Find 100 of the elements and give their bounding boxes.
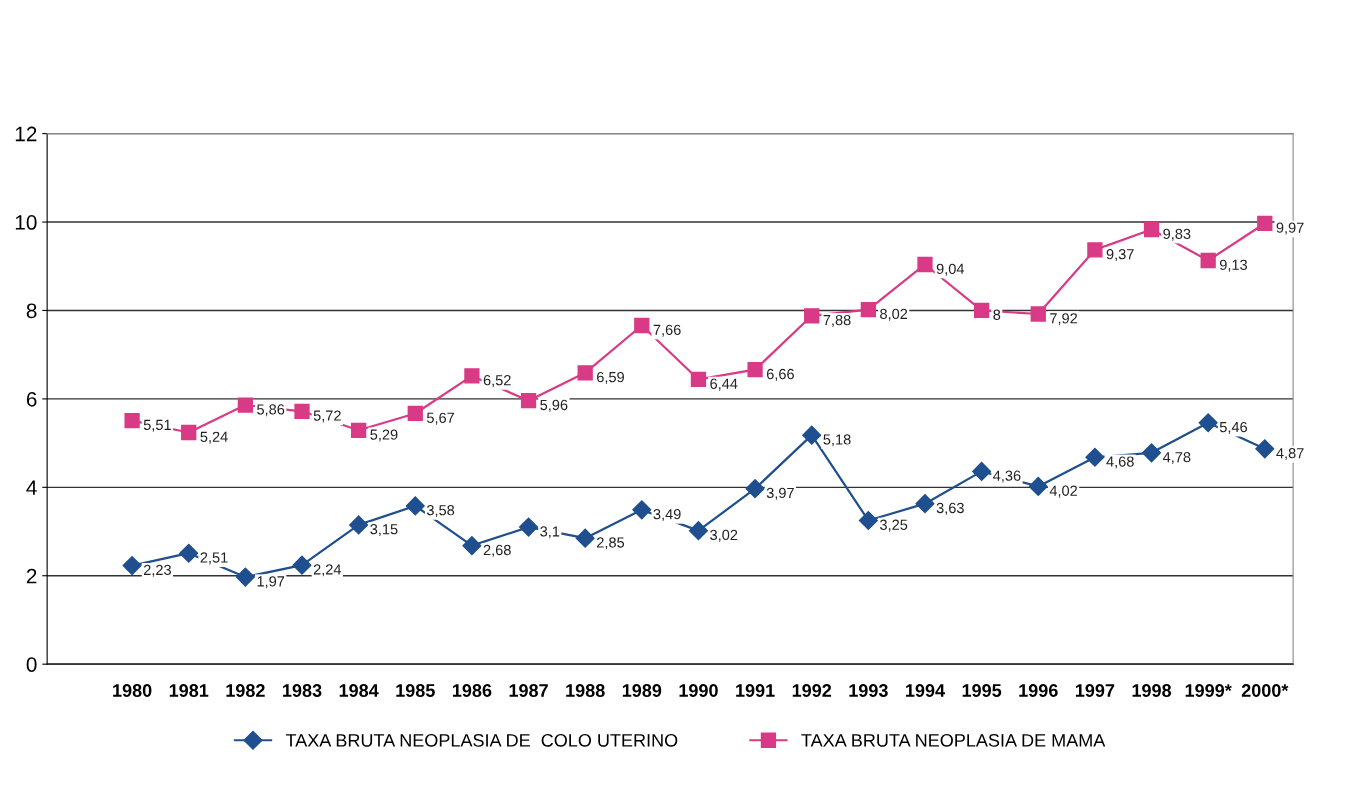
- point: [860, 301, 876, 318]
- point: [350, 422, 367, 438]
- point: [915, 494, 935, 514]
- x-tick-label: 1983: [283, 684, 322, 697]
- data-label: 2,85: [597, 537, 625, 550]
- point: [464, 368, 480, 384]
- x-tick-label: 1980: [113, 684, 152, 697]
- data-label: 2,24: [313, 564, 342, 577]
- point: [1030, 306, 1046, 322]
- data-label: 4,87: [1276, 448, 1304, 461]
- data-label: 5,29: [370, 429, 398, 442]
- point: [973, 302, 990, 319]
- x-tick-label: 1988: [566, 684, 605, 697]
- data-label: 6,59: [597, 371, 624, 384]
- point: [181, 424, 197, 441]
- x-tick-label: 1996: [1019, 684, 1058, 697]
- data-label: 9,37: [1106, 249, 1134, 262]
- data-label: 7,88: [823, 314, 851, 327]
- point: [745, 479, 765, 499]
- point: [1257, 215, 1273, 232]
- x-tick-label: 1993: [849, 684, 888, 697]
- data-label: 5,96: [540, 399, 568, 412]
- data-label: 7,92: [1050, 313, 1078, 326]
- data-label: 3,97: [766, 487, 794, 500]
- point: [235, 567, 255, 587]
- data-label: 7,66: [653, 324, 681, 337]
- point: [747, 362, 763, 378]
- point: [1198, 413, 1218, 433]
- data-label: 5,46: [1219, 421, 1248, 434]
- point: [632, 500, 652, 520]
- x-tick-label: 1994: [906, 684, 945, 697]
- data-label: 8,02: [880, 308, 908, 321]
- x-tick-label: 1986: [452, 684, 492, 697]
- data-label: 3,49: [653, 509, 681, 522]
- data-label: 5,18: [823, 434, 851, 447]
- point: [179, 543, 199, 563]
- x-tick-label: 1995: [962, 684, 1002, 697]
- point: [407, 405, 423, 422]
- point: [1143, 221, 1160, 238]
- data-label: 6,66: [766, 368, 794, 381]
- point: [520, 393, 537, 409]
- point: [519, 517, 539, 537]
- data-label: 5,24: [200, 431, 228, 444]
- y-tick-label: 0: [26, 657, 37, 672]
- x-tick-label: 1985: [396, 684, 435, 697]
- point: [1085, 447, 1105, 467]
- x-tick-label: 1992: [792, 684, 832, 697]
- point: [1200, 252, 1216, 269]
- data-label: 9,13: [1219, 259, 1248, 272]
- y-tick-label: 10: [15, 215, 37, 230]
- point: [122, 556, 142, 576]
- point: [349, 515, 369, 535]
- data-label: 6,52: [483, 375, 511, 388]
- data-label: 1,97: [257, 576, 285, 589]
- data-label: 5,67: [426, 412, 455, 425]
- data-label: 4,36: [993, 470, 1021, 483]
- data-label: 3,1: [540, 526, 560, 539]
- point: [972, 461, 992, 481]
- data-label: 2,51: [200, 552, 228, 565]
- data-label: 9,04: [936, 263, 965, 276]
- point: [802, 425, 822, 445]
- data-label: 8: [993, 309, 1001, 320]
- data-label: 3,58: [426, 505, 455, 518]
- point: [634, 317, 650, 334]
- data-label: 3,15: [370, 524, 398, 537]
- point: [237, 397, 254, 413]
- y-tick-label: 8: [26, 303, 37, 319]
- point: [1028, 476, 1048, 496]
- data-label: 3,63: [936, 502, 964, 515]
- y-tick-label: 12: [15, 126, 37, 142]
- x-tick-label: 1990: [679, 684, 718, 697]
- x-tick-label: 1991: [736, 684, 775, 697]
- y-tick-label: 4: [26, 480, 37, 495]
- x-tick-label: 1982: [226, 684, 265, 697]
- data-label: 5,72: [313, 410, 341, 423]
- point: [462, 536, 482, 556]
- point: [690, 371, 707, 388]
- y-tick-label: 2: [26, 568, 37, 584]
- data-label: 4,68: [1106, 456, 1134, 469]
- data-label: 6,44: [710, 378, 738, 391]
- point: [688, 521, 708, 541]
- data-label: 5,86: [257, 404, 285, 417]
- x-tick-label: 1981: [169, 684, 209, 697]
- point: [292, 555, 312, 575]
- point: [858, 510, 878, 531]
- data-label: 3,25: [880, 519, 908, 532]
- data-label: 4,02: [1049, 485, 1078, 498]
- point: [405, 496, 425, 516]
- data-label: 2,23: [143, 564, 171, 577]
- point: [575, 528, 595, 548]
- point: [124, 412, 140, 429]
- point: [294, 403, 310, 419]
- point: [1255, 439, 1275, 459]
- legend-label: TAXA BRUTA NEOPLASIA DE MAMA: [801, 733, 1106, 747]
- data-label: 3,02: [710, 529, 738, 542]
- x-tick-label: 1989: [622, 684, 662, 697]
- point: [1087, 242, 1103, 258]
- point: [804, 308, 820, 324]
- x-tick-label: 2000*: [1241, 684, 1289, 697]
- point: [917, 256, 933, 273]
